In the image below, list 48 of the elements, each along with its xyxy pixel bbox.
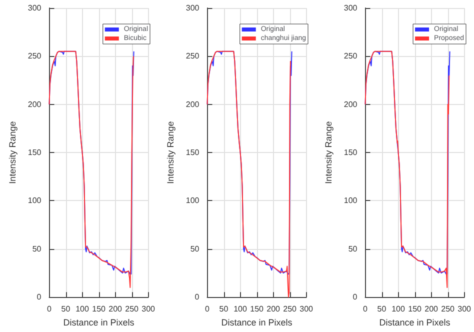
x-tick-label: 0 xyxy=(205,304,210,314)
x-tick-label: 100 xyxy=(234,304,248,314)
y-tick-label: 250 xyxy=(344,52,358,61)
x-tick-label: 250 xyxy=(125,304,140,314)
x-tick-label: 0 xyxy=(47,304,52,314)
x-tick-label: 50 xyxy=(219,304,229,314)
x-tick-label: 0 xyxy=(363,304,368,314)
y-tick-label: 150 xyxy=(344,148,358,158)
x-tick-label: 150 xyxy=(408,304,422,314)
x-tick-label: 300 xyxy=(142,304,156,314)
y-tick-label: 0 xyxy=(352,292,358,302)
x-tick-label: 200 xyxy=(424,304,439,314)
x-tick-label: 250 xyxy=(441,304,456,314)
x-tick-label: 50 xyxy=(377,304,387,314)
x-axis-title: Distance in Pixels xyxy=(379,318,451,328)
y-tick-label: 50 xyxy=(348,244,358,254)
x-tick-label: 200 xyxy=(108,304,123,314)
y-tick-label: 250 xyxy=(186,52,200,61)
y-tick-label: 0 xyxy=(36,292,42,302)
y-axis-title: Intensity Range xyxy=(324,121,334,184)
x-tick-label: 300 xyxy=(300,304,314,314)
y-axis-title: Intensity Range xyxy=(166,121,176,184)
y-tick-label: 0 xyxy=(194,292,200,302)
x-tick-label: 100 xyxy=(392,304,406,314)
y-tick-label: 50 xyxy=(32,244,42,254)
x-tick-label: 200 xyxy=(266,304,281,314)
x-tick-label: 50 xyxy=(61,304,71,314)
x-tick-label: 100 xyxy=(76,304,90,314)
x-axis-title: Distance in Pixels xyxy=(221,318,293,328)
y-tick-label: 300 xyxy=(28,4,42,12)
y-axis-title: Intensity Range xyxy=(8,121,18,184)
x-tick-label: 150 xyxy=(92,304,106,314)
y-tick-label: 300 xyxy=(186,4,200,12)
y-tick-label: 200 xyxy=(28,100,42,109)
y-tick-label: 200 xyxy=(344,100,358,109)
x-axis-title: Distance in Pixels xyxy=(63,318,135,328)
y-tick-label: 250 xyxy=(28,52,42,61)
y-tick-label: 150 xyxy=(28,148,42,158)
y-tick-label: 100 xyxy=(186,196,200,206)
y-tick-label: 200 xyxy=(186,100,200,109)
y-tick-label: 300 xyxy=(344,4,358,12)
x-tick-label: 300 xyxy=(458,304,472,314)
y-tick-label: 100 xyxy=(344,196,358,206)
y-tick-label: 50 xyxy=(190,244,200,254)
y-tick-label: 150 xyxy=(186,148,200,158)
y-tick-label: 100 xyxy=(28,196,42,206)
x-tick-label: 250 xyxy=(283,304,298,314)
x-tick-label: 150 xyxy=(250,304,264,314)
